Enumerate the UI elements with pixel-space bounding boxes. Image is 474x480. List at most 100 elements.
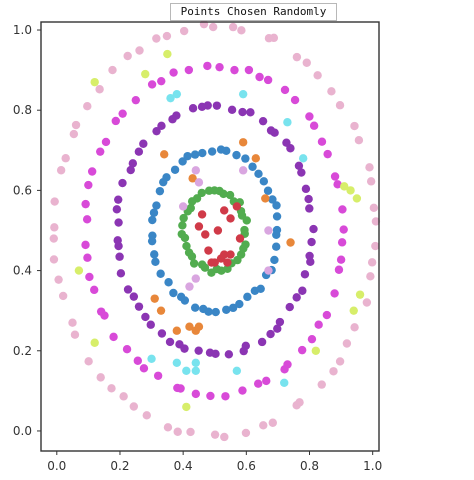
ring-0-point <box>265 34 273 42</box>
scatter-group-1-point <box>195 323 203 331</box>
ring-0-point <box>57 166 65 174</box>
ring-2-point <box>158 329 166 337</box>
scatter-group-2-point <box>239 166 247 174</box>
ring-2-point <box>211 350 219 358</box>
ring-1-point <box>221 392 229 400</box>
ring-1-point <box>318 138 326 146</box>
ring-0-point <box>293 53 301 61</box>
scatter-group-0-point <box>220 206 228 214</box>
ring-2-point <box>286 303 294 311</box>
ring-0-point <box>50 223 58 231</box>
y-axis-ticks: 0.0 0.2 0.4 0.6 0.8 1.0 <box>13 23 41 438</box>
scatter-group-3-point <box>147 355 155 363</box>
ring-0-point <box>123 52 131 60</box>
ring-0-point <box>61 154 69 162</box>
ring-3-point <box>159 178 167 186</box>
data-points <box>50 20 381 441</box>
ring-1-point <box>245 66 253 74</box>
y-tick-label: 0.8 <box>13 103 32 117</box>
ring-1-point <box>291 96 299 104</box>
ring-2-point <box>135 148 143 156</box>
ring-1-point <box>157 77 165 85</box>
scatter-group-3-point <box>283 118 291 126</box>
ring-3-point <box>268 195 276 203</box>
ring-2-point <box>282 139 290 147</box>
ring-1-point <box>323 150 331 158</box>
x-tick-label: 0.0 <box>47 459 66 473</box>
scatter-group-3-point <box>173 90 181 98</box>
ring-1-point <box>215 63 223 71</box>
x-axis-ticks: 0.0 0.2 0.4 0.6 0.8 1.0 <box>47 451 382 473</box>
ring-0-point <box>70 130 78 138</box>
scatter-group-2-point <box>264 226 272 234</box>
plot-frame <box>41 22 379 451</box>
scatter-group-1-point <box>239 138 247 146</box>
ring-4-point <box>178 221 186 229</box>
ring-1-point <box>102 138 110 146</box>
ring-1-point <box>118 109 126 117</box>
x-tick-label: 1.0 <box>363 459 382 473</box>
ring-0-point <box>370 204 378 212</box>
scatter-group-2-point <box>185 282 193 290</box>
ring-0-point <box>95 85 103 93</box>
ring-3-point <box>171 166 179 174</box>
ring-3-point <box>264 187 272 195</box>
ring-1-point <box>112 117 120 125</box>
ring-2-point <box>189 104 197 112</box>
ring-1-point <box>238 386 246 394</box>
ring-0-point <box>366 272 374 280</box>
scatter-group-3-point <box>299 154 307 162</box>
scatter-group-3-point <box>280 379 288 387</box>
ring-3-point <box>241 154 249 162</box>
ring-3-point <box>191 304 199 312</box>
ring-3-point <box>232 151 240 159</box>
ring-3-point <box>150 250 158 258</box>
ring-0-point <box>143 411 151 419</box>
ring-2-point <box>259 117 267 125</box>
ring-0-point <box>368 258 376 266</box>
ring-1-point <box>83 254 91 262</box>
ring-0-point <box>209 23 217 31</box>
ring-1-point <box>81 241 89 249</box>
scatter-group-3-point <box>173 359 181 367</box>
ring-1-point <box>230 66 238 74</box>
ring-2-point <box>180 344 188 352</box>
ring-1-point <box>85 273 93 281</box>
chart-title: Points Chosen Randomly <box>170 3 337 21</box>
ring-1-point <box>134 357 142 365</box>
ring-2-point <box>135 302 143 310</box>
scatter-group-0-point <box>204 246 212 254</box>
ring-2-point <box>228 106 236 114</box>
scatter-group-4-point <box>91 339 99 347</box>
ring-0-point <box>336 101 344 109</box>
ring-1-point <box>314 321 322 329</box>
ring-0-point <box>355 136 363 144</box>
ring-2-point <box>166 338 174 346</box>
ring-1-point <box>109 333 117 341</box>
ring-0-point <box>84 357 92 365</box>
ring-0-point <box>365 163 373 171</box>
ring-1-point <box>81 200 89 208</box>
ring-0-point <box>68 318 76 326</box>
ring-1-point <box>331 172 339 180</box>
ring-1-point <box>323 311 331 319</box>
ring-1-point <box>90 286 98 294</box>
ring-3-point <box>212 308 220 316</box>
scatter-group-2-point <box>179 202 187 210</box>
ring-2-point <box>213 101 221 109</box>
ring-2-point <box>305 252 313 260</box>
ring-1-point <box>192 390 200 398</box>
scatter-group-4-point <box>141 70 149 78</box>
ring-2-point <box>242 342 250 350</box>
scatter-group-2-point <box>192 166 200 174</box>
ring-1-point <box>140 364 148 372</box>
ring-1-point <box>254 380 262 388</box>
ring-1-point <box>330 289 338 297</box>
scatter-group-3-point <box>192 359 200 367</box>
scatter-group-4-point <box>353 194 361 202</box>
ring-0-point <box>72 121 80 129</box>
ring-0-point <box>50 255 58 263</box>
scatter-group-0-point <box>223 258 231 266</box>
ring-4-point <box>190 259 198 267</box>
